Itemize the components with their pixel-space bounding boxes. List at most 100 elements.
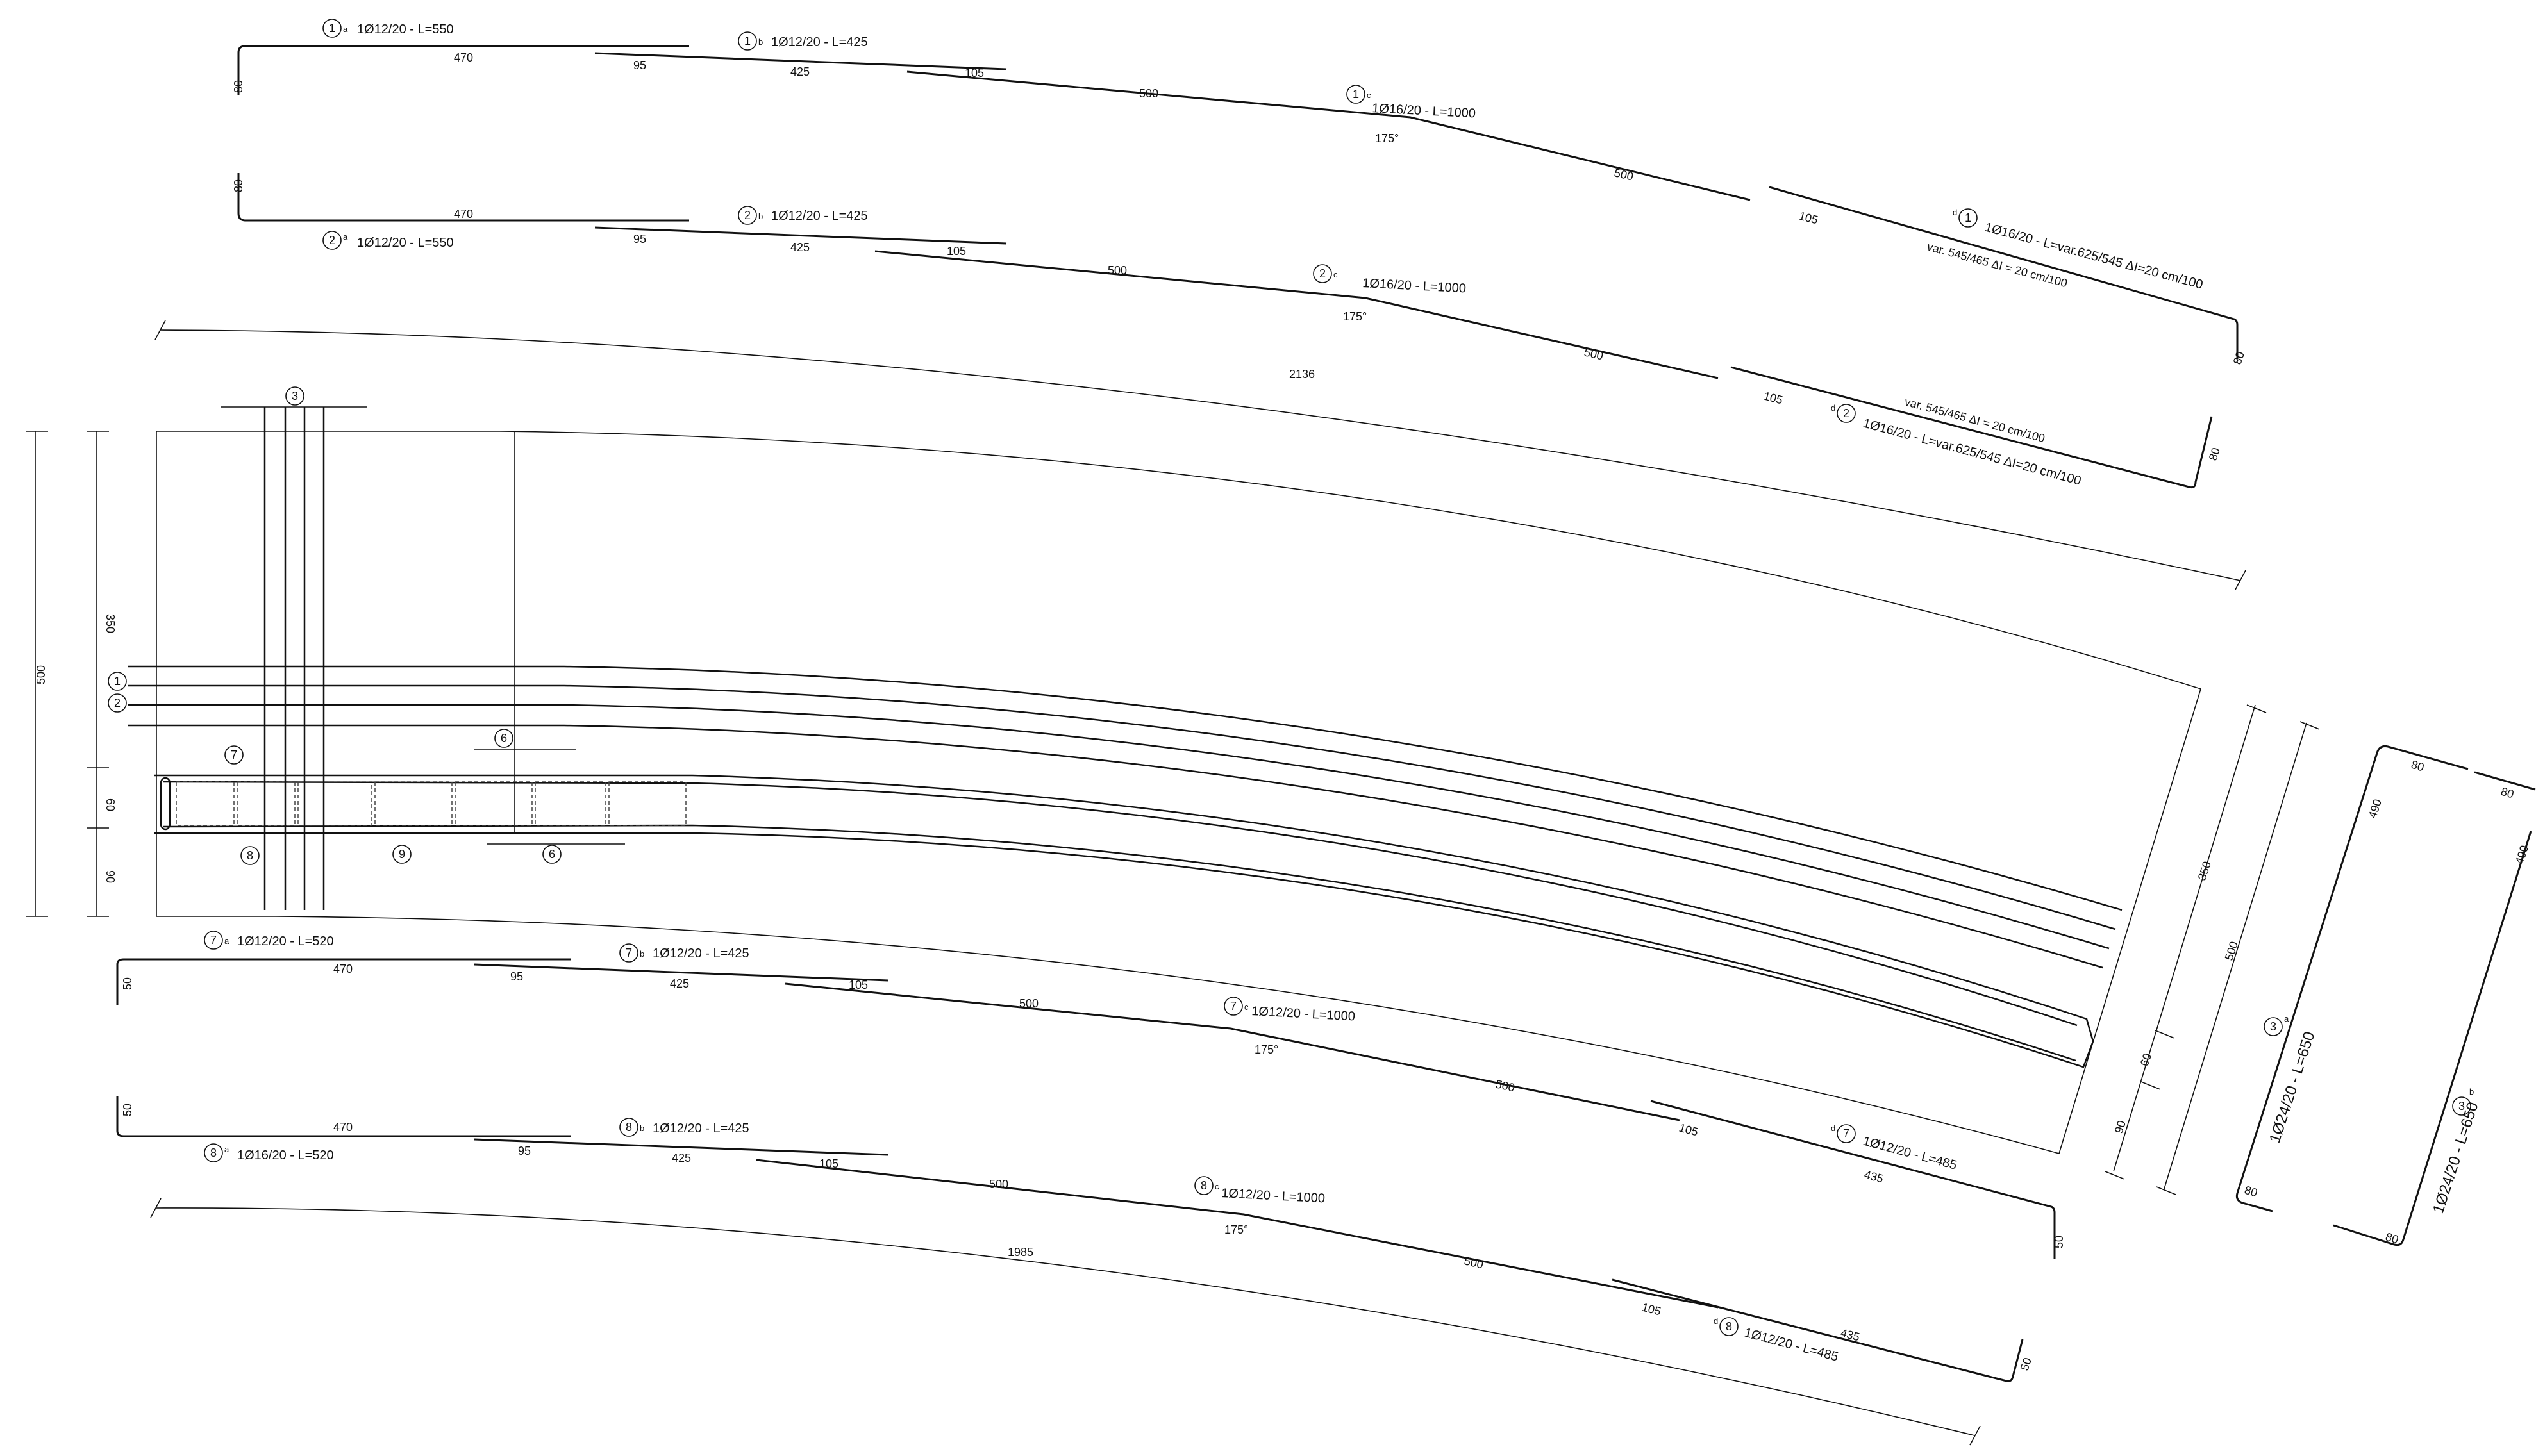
dim-1985: 1985 xyxy=(1008,1246,1033,1259)
sfx-1a: a xyxy=(343,24,348,34)
dim-425-8: 425 xyxy=(672,1152,691,1164)
section-dims-left xyxy=(26,431,109,917)
stirrup-dim-490-right: 490 xyxy=(2513,843,2531,866)
label-bar-8d: 1Ø12/20 - L=485 xyxy=(1743,1326,1840,1364)
mark-circle-3 xyxy=(285,386,304,406)
dim-80-2: 80 xyxy=(232,179,245,192)
mark-circle-6-top xyxy=(494,729,513,748)
dim-60-right: 60 xyxy=(2138,1052,2154,1068)
mark-num-8d: 8 xyxy=(1726,1320,1732,1333)
dim-500-2b: 500 xyxy=(1583,345,1605,362)
section-bottom-bars xyxy=(154,774,2094,1068)
mark-circle-2c xyxy=(1313,264,1332,283)
mark-num-7-sec: 7 xyxy=(231,749,237,761)
dim-500-sec: 500 xyxy=(35,665,47,684)
dim-50-7a: 50 xyxy=(121,977,134,990)
stirrup-shape xyxy=(2235,745,2536,1246)
mark-circle-3-stirrup-right xyxy=(2452,1096,2471,1116)
mark-circle-8a xyxy=(204,1143,223,1162)
dim-500-1a: 500 xyxy=(1139,87,1158,100)
mark-circle-8b xyxy=(619,1118,638,1137)
dim-60-sec: 60 xyxy=(104,798,117,811)
dim-350-right: 350 xyxy=(2196,859,2214,882)
mark-num-2d: 2 xyxy=(1843,407,1849,420)
position-marks xyxy=(108,19,2471,1336)
mark-num-8-sec: 8 xyxy=(247,849,253,862)
dim-90-sec: 90 xyxy=(104,870,117,883)
mark-num-3-stirrup-left: 3 xyxy=(2270,1020,2276,1033)
dim-470-2: 470 xyxy=(454,208,473,220)
label-bar-7d: 1Ø12/20 - L=485 xyxy=(1862,1134,1958,1173)
sfx-2d: d xyxy=(1831,403,1835,413)
stirrup-dim-490-left: 490 xyxy=(2366,797,2384,820)
mark-num-3: 3 xyxy=(292,390,298,402)
label-bar-8b: 1Ø12/20 - L=425 xyxy=(653,1121,749,1136)
mark-num-7b: 7 xyxy=(626,947,632,959)
sfx-1c: c xyxy=(1367,90,1371,100)
bar-1-shape xyxy=(237,45,2239,359)
dim-500-7a: 500 xyxy=(1019,997,1039,1010)
dim-95-2: 95 xyxy=(633,233,646,245)
dim-angle-7: 175° xyxy=(1255,1043,1278,1056)
label-bar-8a: 1Ø16/20 - L=520 xyxy=(237,1148,334,1162)
mark-circle-3-stirrup-left xyxy=(2264,1017,2283,1036)
mark-suffixes: a b c d a b c d a b c d a b c d a b xyxy=(224,24,2474,1326)
sfx-8d: d xyxy=(1714,1316,1718,1326)
mark-circle-7-sec xyxy=(224,745,244,765)
mark-circle-2d xyxy=(1837,404,1856,423)
section-dims-right xyxy=(2105,704,2320,1195)
sfx-3a: a xyxy=(2284,1014,2289,1023)
sfx-2a: a xyxy=(343,232,348,242)
sfx-7a: a xyxy=(224,936,229,946)
mark-circle-1a xyxy=(322,19,342,38)
label-bar-7c: 1Ø12/20 - L=1000 xyxy=(1251,1004,1356,1023)
dim-angle-8: 175° xyxy=(1224,1223,1248,1236)
mark-num-8c: 8 xyxy=(1201,1179,1207,1192)
dim-435-7: 435 xyxy=(1863,1168,1885,1186)
dim-500-right: 500 xyxy=(2223,939,2240,962)
mark-num-6-top: 6 xyxy=(501,732,507,745)
mark-num-2b: 2 xyxy=(744,209,751,222)
mark-num-1b: 1 xyxy=(744,35,751,47)
dim-105-1b: 105 xyxy=(1798,210,1819,227)
label-bar-2a: 1Ø12/20 - L=550 xyxy=(357,236,454,250)
label-bar-1d: 1Ø16/20 - L=var.625/545 ΔI=20 cm/100 xyxy=(1983,220,2205,292)
label-bar-1b: 1Ø12/20 - L=425 xyxy=(771,35,868,49)
mark-num-2-sec: 2 xyxy=(114,697,121,709)
mark-num-1c: 1 xyxy=(1353,88,1359,101)
dim-angle-1: 175° xyxy=(1375,132,1399,145)
sfx-3b: b xyxy=(2469,1087,2474,1096)
mark-num-8a: 8 xyxy=(210,1146,217,1159)
mark-circle-1c xyxy=(1346,85,1365,104)
sfx-8c: c xyxy=(1215,1182,1219,1191)
dim-50-8a: 50 xyxy=(121,1104,134,1116)
mark-num-3-stirrup-right: 3 xyxy=(2458,1100,2465,1113)
labels-stirrup: 1Ø24/20 - L=650 1Ø24/20 - L=650 80 80 49… xyxy=(2243,758,2531,1246)
dim-435-8: 435 xyxy=(1839,1327,1861,1344)
mark-num-2c: 2 xyxy=(1319,267,1326,280)
mark-circle-7a xyxy=(204,931,223,950)
dim-95-1: 95 xyxy=(633,59,646,72)
label-bar-7a: 1Ø12/20 - L=520 xyxy=(237,934,334,948)
label-bar-2d: 1Ø16/20 - L=var.625/545 ΔI=20 cm/100 xyxy=(1862,417,2083,488)
position-mark-numbers: 1 1 1 1 2 2 2 2 3 1 2 7 8 9 6 6 7 7 7 7 … xyxy=(114,22,2465,1333)
mark-circle-8d xyxy=(1719,1317,1739,1336)
mark-circle-7b xyxy=(619,943,638,963)
dim-line-2136 xyxy=(154,320,2246,590)
dim-105-8b: 105 xyxy=(1640,1301,1662,1318)
dim-425-1: 425 xyxy=(790,65,810,78)
mark-circle-6-bot xyxy=(542,845,562,864)
dim-105-2: 105 xyxy=(947,245,966,258)
dim-105-8: 105 xyxy=(819,1157,838,1170)
stirrup-dim-80-bottom-right: 80 xyxy=(2384,1230,2400,1246)
dim-95-7: 95 xyxy=(510,970,523,983)
mark-num-7a: 7 xyxy=(210,934,217,947)
mark-num-1a: 1 xyxy=(329,22,335,35)
mark-num-7c: 7 xyxy=(1230,1000,1237,1013)
bar-7-shape xyxy=(116,958,2056,1259)
mark-circle-9-sec xyxy=(392,845,412,864)
sfx-8b: b xyxy=(640,1123,644,1133)
sfx-7d: d xyxy=(1831,1123,1835,1133)
dim-angle-2: 175° xyxy=(1343,310,1367,323)
mark-circle-8c xyxy=(1194,1176,1214,1195)
